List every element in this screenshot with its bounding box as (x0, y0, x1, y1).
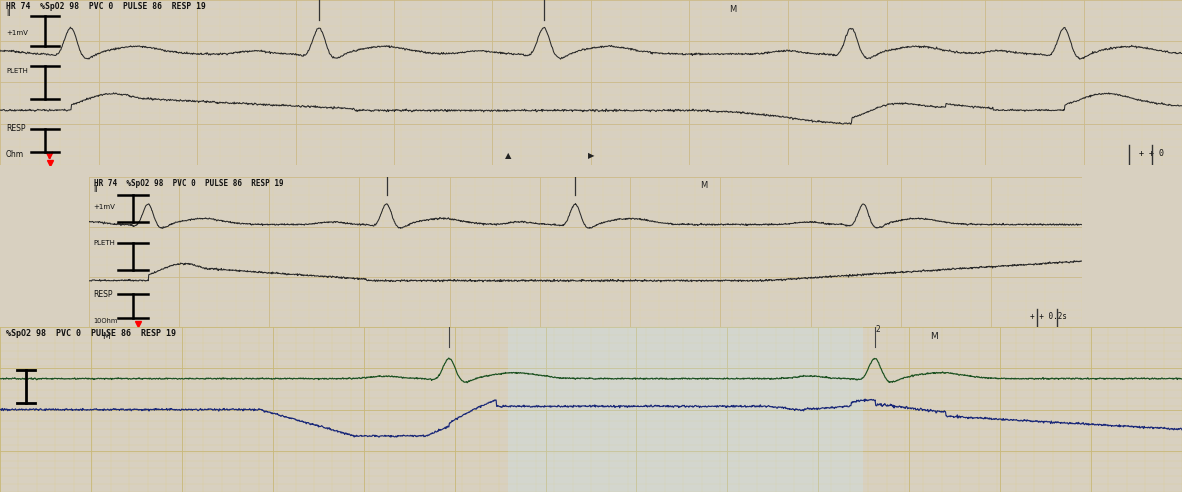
Text: HR 74  %SpO2 98  PVC 0  PULSE 86  RESP 19: HR 74 %SpO2 98 PVC 0 PULSE 86 RESP 19 (6, 2, 206, 11)
Text: + + 0.2s: + + 0.2s (1030, 312, 1066, 321)
Text: RESP: RESP (93, 290, 113, 299)
Text: II: II (6, 9, 11, 18)
Text: 2: 2 (876, 325, 881, 334)
Text: PLETH: PLETH (6, 68, 28, 74)
Text: HR 74  %SpO2 98  PVC 0  PULSE 86  RESP 19: HR 74 %SpO2 98 PVC 0 PULSE 86 RESP 19 (93, 180, 284, 188)
Text: RESP: RESP (6, 124, 25, 133)
Text: %SpO2 98  PVC 0  PULSE 86  RESP 19: %SpO2 98 PVC 0 PULSE 86 RESP 19 (6, 329, 176, 338)
Text: + + 0: + + 0 (1139, 149, 1164, 158)
Text: M: M (729, 4, 736, 14)
Text: +1mV: +1mV (6, 30, 28, 36)
Text: M: M (701, 181, 708, 189)
Text: ▲: ▲ (505, 151, 512, 160)
Polygon shape (508, 327, 863, 492)
Text: II: II (93, 184, 98, 194)
Text: +1mV: +1mV (93, 204, 116, 210)
Text: M: M (103, 332, 110, 341)
Text: Ohm: Ohm (6, 151, 24, 159)
Text: M: M (930, 332, 937, 341)
Text: PLETH: PLETH (93, 240, 116, 246)
Text: 10Ohm: 10Ohm (93, 318, 118, 324)
Text: ▶: ▶ (587, 151, 595, 160)
